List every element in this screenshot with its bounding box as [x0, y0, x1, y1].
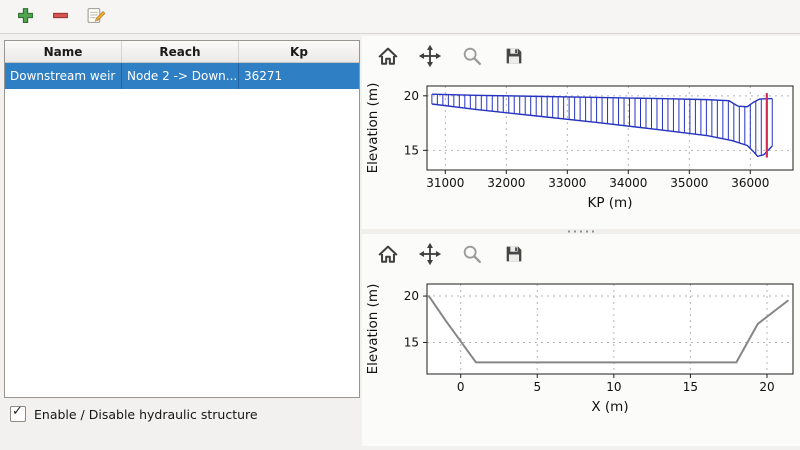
- cross-section-plot[interactable]: 0 5 10 15 20 15 20 X (m) Elevation (m): [363, 270, 799, 432]
- column-header-reach[interactable]: Reach: [122, 41, 239, 62]
- profile-plot-toolbar: [362, 36, 800, 72]
- svg-text:0: 0: [457, 380, 465, 394]
- svg-text:36000: 36000: [731, 176, 769, 190]
- zoom-icon: [461, 243, 483, 268]
- pan-button[interactable]: [416, 242, 444, 268]
- zoom-button[interactable]: [458, 44, 486, 70]
- pan-button[interactable]: [416, 44, 444, 70]
- home-icon: [377, 45, 399, 70]
- svg-text:20: 20: [404, 289, 419, 303]
- move-icon: [418, 242, 442, 268]
- plus-icon: [17, 7, 34, 27]
- column-header-name[interactable]: Name: [5, 41, 122, 62]
- svg-text:35000: 35000: [670, 176, 708, 190]
- svg-text:31000: 31000: [426, 176, 464, 190]
- zoom-icon: [461, 45, 483, 70]
- enable-structure-label: Enable / Disable hydraulic structure: [34, 406, 258, 422]
- cell-kp: 36271: [244, 69, 283, 83]
- structures-table: Name Reach Kp Downstream weir Node 2 -> …: [4, 40, 360, 398]
- add-structure-button[interactable]: [12, 4, 38, 30]
- svg-text:33000: 33000: [548, 176, 586, 190]
- move-icon: [418, 44, 442, 70]
- svg-text:KP (m): KP (m): [588, 195, 633, 211]
- cross-section-plot-panel: 0 5 10 15 20 15 20 X (m) Elevation (m): [362, 234, 800, 446]
- table-row[interactable]: Downstream weir Node 2 -> Down... 36271: [5, 63, 359, 89]
- save-button[interactable]: [500, 242, 528, 268]
- save-icon: [503, 45, 525, 70]
- zoom-button[interactable]: [458, 242, 486, 268]
- edit-note-icon: [86, 6, 105, 28]
- svg-text:X (m): X (m): [591, 399, 628, 415]
- remove-structure-button[interactable]: [47, 4, 73, 30]
- enable-structure-checkbox[interactable]: [10, 404, 26, 422]
- svg-text:Elevation (m): Elevation (m): [365, 83, 381, 174]
- cross-section-plot-toolbar: [362, 234, 800, 270]
- column-header-kp[interactable]: Kp: [290, 44, 308, 59]
- svg-text:Elevation (m): Elevation (m): [365, 284, 381, 375]
- svg-text:34000: 34000: [609, 176, 647, 190]
- minus-icon: [52, 7, 69, 27]
- svg-text:10: 10: [606, 380, 621, 394]
- footer: Enable / Disable hydraulic structure: [10, 404, 258, 422]
- save-button[interactable]: [500, 44, 528, 70]
- table-header: Name Reach Kp: [5, 41, 359, 63]
- svg-text:20: 20: [759, 380, 774, 394]
- svg-text:15: 15: [404, 335, 419, 349]
- longitudinal-profile-plot[interactable]: 31000 32000 33000 34000 35000 36000 15 20 KP (m)…: [363, 72, 799, 226]
- home-button[interactable]: [374, 242, 402, 268]
- save-icon: [503, 243, 525, 268]
- main-toolbar: [0, 0, 800, 34]
- profile-plot-panel: 31000 32000 33000 34000 35000 36000 15 20 KP (m)…: [362, 36, 800, 229]
- splitter-handle[interactable]: [362, 229, 800, 234]
- svg-text:15: 15: [683, 380, 698, 394]
- cell-name: Downstream weir: [5, 63, 122, 89]
- cell-reach: Node 2 -> Down...: [122, 63, 239, 89]
- splitter-dots-icon: [566, 230, 596, 233]
- home-icon: [377, 243, 399, 268]
- svg-text:32000: 32000: [487, 176, 525, 190]
- edit-structure-button[interactable]: [82, 4, 108, 30]
- svg-text:5: 5: [533, 380, 541, 394]
- home-button[interactable]: [374, 44, 402, 70]
- svg-text:15: 15: [404, 143, 419, 157]
- svg-text:20: 20: [404, 89, 419, 103]
